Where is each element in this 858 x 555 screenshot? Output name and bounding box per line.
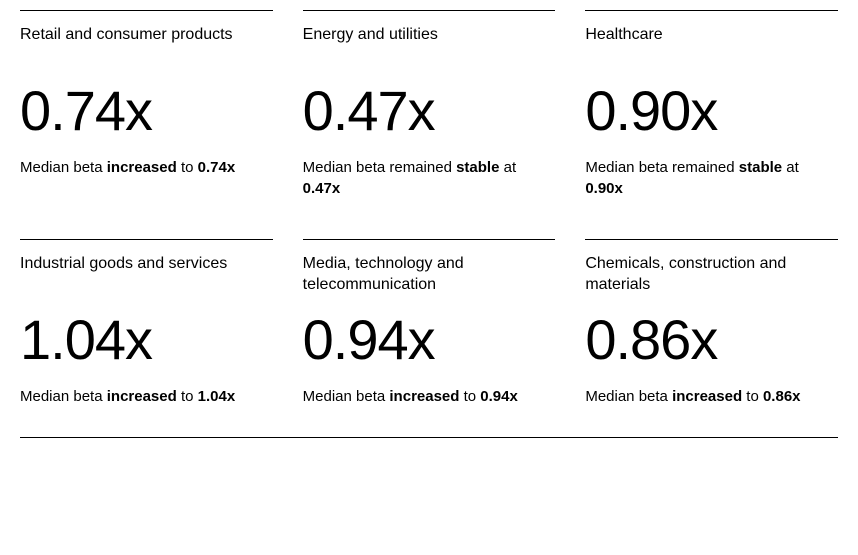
desc-status: increased [107, 388, 177, 405]
card-description: Median beta remained stable at 0.47x [303, 157, 556, 199]
card-title: Industrial goods and services [20, 254, 273, 296]
card-value: 0.74x [20, 83, 273, 139]
desc-prefix: Median beta [20, 388, 107, 405]
desc-middle: to [742, 388, 763, 405]
bottom-divider [20, 437, 838, 438]
stat-card: Chemicals, construction and materials 0.… [585, 239, 838, 407]
stat-card: Industrial goods and services 1.04x Medi… [20, 239, 273, 407]
desc-status: increased [107, 159, 177, 176]
desc-value: 0.90x [585, 180, 623, 197]
desc-value: 0.74x [198, 159, 236, 176]
stat-card: Retail and consumer products 0.74x Media… [20, 10, 273, 199]
desc-status: increased [389, 388, 459, 405]
stat-card: Media, technology and telecommunication … [303, 239, 556, 407]
card-title: Chemicals, construction and materials [585, 254, 838, 296]
desc-middle: to [459, 388, 480, 405]
desc-value: 1.04x [198, 388, 236, 405]
card-title: Healthcare [585, 25, 838, 67]
card-description: Median beta increased to 0.94x [303, 386, 556, 407]
desc-status: stable [456, 159, 499, 176]
card-description: Median beta increased to 0.86x [585, 386, 838, 407]
desc-prefix: Median beta [303, 388, 390, 405]
stat-card: Healthcare 0.90x Median beta remained st… [585, 10, 838, 199]
card-description: Median beta increased to 1.04x [20, 386, 273, 407]
stats-grid: Retail and consumer products 0.74x Media… [20, 10, 838, 407]
desc-middle: at [499, 159, 516, 176]
desc-prefix: Median beta remained [585, 159, 738, 176]
desc-status: increased [672, 388, 742, 405]
desc-middle: to [177, 388, 198, 405]
desc-middle: at [782, 159, 799, 176]
desc-prefix: Median beta [20, 159, 107, 176]
card-value: 0.47x [303, 83, 556, 139]
card-value: 0.94x [303, 312, 556, 368]
desc-value: 0.86x [763, 388, 801, 405]
desc-middle: to [177, 159, 198, 176]
card-description: Median beta remained stable at 0.90x [585, 157, 838, 199]
desc-prefix: Median beta remained [303, 159, 456, 176]
card-description: Median beta increased to 0.74x [20, 157, 273, 178]
desc-value: 0.47x [303, 180, 341, 197]
card-value: 0.86x [585, 312, 838, 368]
desc-value: 0.94x [480, 388, 518, 405]
card-value: 0.90x [585, 83, 838, 139]
card-value: 1.04x [20, 312, 273, 368]
card-title: Retail and consumer products [20, 25, 273, 67]
card-title: Media, technology and telecommunication [303, 254, 556, 296]
card-title: Energy and utilities [303, 25, 556, 67]
desc-status: stable [739, 159, 782, 176]
desc-prefix: Median beta [585, 388, 672, 405]
stat-card: Energy and utilities 0.47x Median beta r… [303, 10, 556, 199]
